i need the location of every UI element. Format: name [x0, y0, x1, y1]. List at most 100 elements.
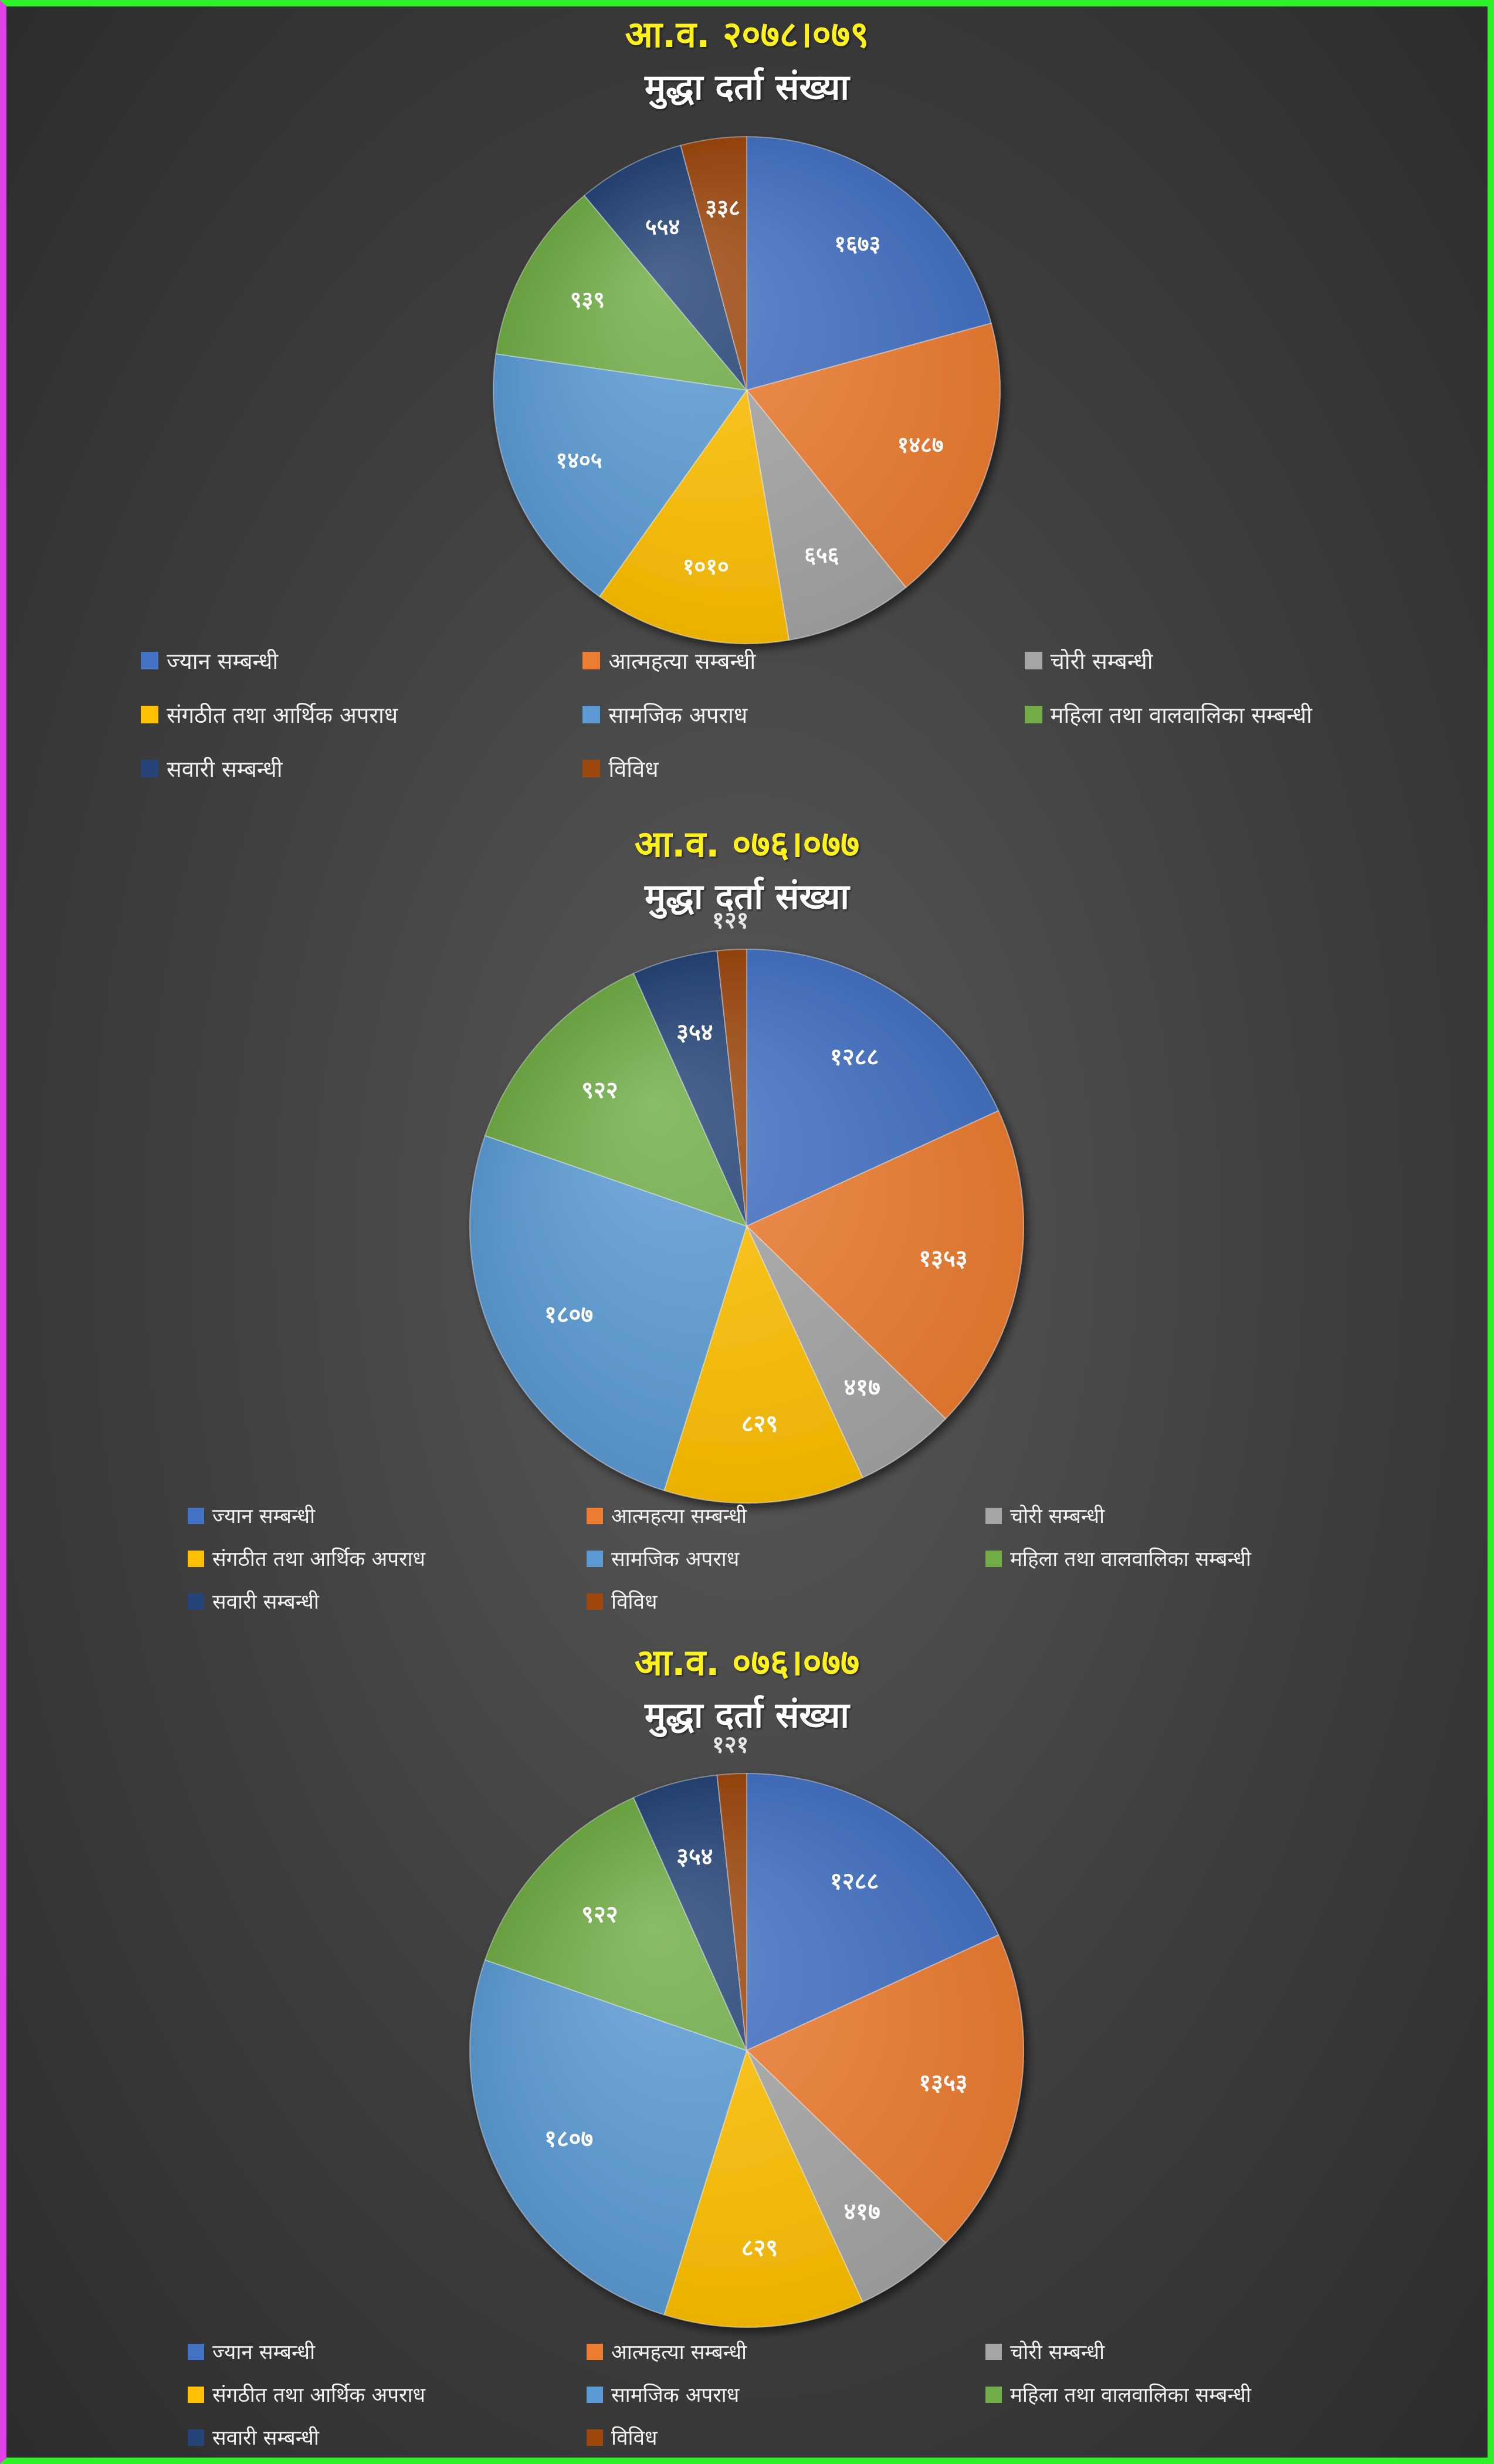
- pie-slice-chori: [746, 1226, 947, 1478]
- legend-label: चोरी सम्बन्धी: [1010, 1505, 1105, 1528]
- slice-value-label: ९२२: [581, 1077, 618, 1104]
- legend-item-sangathit: संगठीत तथा आर्थिक अपराध: [141, 699, 559, 730]
- legend-swatch: [188, 1550, 204, 1567]
- legend-label: सवारी सम्बन्धी: [167, 756, 283, 782]
- legend-item-samajik: सामजिक अपराध: [582, 699, 1001, 730]
- slice-value-label: १३५३: [919, 2069, 967, 2096]
- chart-panel-2078-079: आ.व. २०७८।०७९ मुद्धा दर्ता संख्या १६७३ १४…: [12, 9, 1482, 792]
- legend-swatch: [582, 760, 601, 777]
- pie-slice-samajik: [469, 1959, 748, 2316]
- chart-title: आ.व. २०७८।०७९: [625, 13, 869, 56]
- legend-swatch: [188, 2343, 204, 2360]
- slice-value-label: १६७३: [834, 231, 880, 256]
- legend-item-vividh: विविध: [587, 1588, 962, 1615]
- pie-slice-mahila: [484, 972, 748, 1227]
- chart-title: आ.व. ०७६।०७७: [634, 823, 860, 865]
- slice-value-label: ४१७: [843, 2198, 880, 2225]
- slice-value-label: ५५४: [645, 214, 680, 240]
- slice-value-label: १२१: [712, 1731, 748, 1758]
- slice-value-label: ३५४: [676, 1843, 713, 1870]
- slice-value-label: १८०७: [544, 2125, 593, 2152]
- legend-label: सामजिक अपराध: [611, 1548, 740, 1571]
- legend-swatch: [587, 2386, 603, 2403]
- legend-swatch: [587, 1507, 603, 1524]
- legend-item-mahila: महिला तथा वालवालिका सम्बन्धी: [985, 2381, 1361, 2408]
- slice-value-label: ९३९: [570, 287, 605, 313]
- legend-swatch: [188, 2386, 204, 2403]
- chart-legend: ज्यान सम्बन्धी आत्महत्या सम्बन्धी चोरी सम्…: [188, 1502, 1361, 1615]
- slice-value-label: ८२९: [741, 2235, 778, 2262]
- legend-item-sawari: सवारी सम्बन्धी: [141, 753, 559, 784]
- legend-swatch: [188, 1507, 204, 1524]
- legend-item-sangathit: संगठीत तथा आर्थिक अपराध: [188, 1545, 563, 1572]
- slice-value-label: १४०५: [555, 448, 602, 473]
- slice-value-label: ८२९: [741, 1410, 778, 1437]
- slice-value-label: ९२२: [581, 1901, 618, 1928]
- pie-slice-samajik: [469, 1135, 748, 1491]
- pie-slice-sawari: [632, 950, 747, 1227]
- legend-label: सवारी सम्बन्धी: [212, 2426, 319, 2450]
- legend-item-vividh: विविध: [587, 2424, 962, 2451]
- legend-label: विविध: [611, 2426, 658, 2450]
- pie-slice-atmahatya: [746, 322, 1001, 588]
- legend-label: सामजिक अपराध: [611, 2384, 740, 2407]
- chart-subtitle: मुद्धा दर्ता संख्या: [645, 1695, 849, 1736]
- chart-panel-076-077-copy: आ.व. ०७६।०७७ मुद्धा दर्ता संख्या १२८८ १३५…: [12, 1637, 1482, 2452]
- legend-item-jyan: ज्यान सम्बन्धी: [188, 1502, 563, 1529]
- slice-value-label: ४१७: [843, 1374, 880, 1401]
- chart-title: आ.व. ०७६।०७७: [634, 1641, 860, 1684]
- pie-slice-jyan: [746, 1772, 1000, 2052]
- pie-slice-atmahatya: [746, 1934, 1024, 2244]
- pie-slice-vividh: [716, 948, 747, 1227]
- chart-legend: ज्यान सम्बन्धी आत्महत्या सम्बन्धी चोरी सम्…: [141, 645, 1443, 784]
- legend-item-chori: चोरी सम्बन्धी: [1024, 645, 1443, 676]
- pie-slice-vividh: [716, 1772, 747, 2051]
- chart-panel-076-077: आ.व. ०७६।०७७ मुद्धा दर्ता संख्या १२८८ १३५…: [12, 818, 1482, 1614]
- slice-value-label: ३५४: [676, 1019, 713, 1046]
- slice-value-label: १८०७: [544, 1301, 593, 1328]
- legend-label: ज्यान सम्बन्धी: [167, 648, 279, 674]
- legend-swatch: [582, 706, 601, 723]
- pie-slice-mahila: [495, 194, 748, 391]
- legend-item-vividh: विविध: [582, 753, 1001, 784]
- legend-label: महिला तथा वालवालिका सम्बन्धी: [1010, 1548, 1251, 1571]
- legend-swatch: [582, 652, 601, 669]
- legend-swatch: [587, 2429, 603, 2446]
- pie-slice-vividh: [680, 136, 747, 391]
- legend-label: सवारी सम्बन्धी: [212, 1590, 319, 1614]
- legend-label: आत्महत्या सम्बन्धी: [611, 1505, 747, 1528]
- pie-slice-mahila: [484, 1796, 748, 2052]
- pie-slice-chori: [746, 388, 907, 641]
- slice-value-label: ६५६: [804, 542, 839, 568]
- slice-value-label: १२८८: [830, 1044, 879, 1071]
- legend-label: चोरी सम्बन्धी: [1010, 2341, 1105, 2364]
- legend-item-samajik: सामजिक अपराध: [587, 1545, 962, 1572]
- pie-slice-sangathit: [663, 2049, 863, 2328]
- legend-item-mahila: महिला तथा वालवालिका सम्बन्धी: [1024, 699, 1443, 730]
- slice-value-label: ३३८: [706, 195, 740, 221]
- legend-swatch: [985, 1507, 1002, 1524]
- legend-item-chori: चोरी सम्बन्धी: [985, 2338, 1361, 2365]
- pie-chart: १६७३ १४८७ ६५६ १०१० १४०५ ९३९ ५५४ ३३८: [493, 136, 1001, 644]
- legend-item-atmahatya: आत्महत्या सम्बन्धी: [582, 645, 1001, 676]
- legend-item-atmahatya: आत्महत्या सम्बन्धी: [587, 2338, 962, 2365]
- legend-swatch: [141, 760, 158, 777]
- legend-item-sangathit: संगठीत तथा आर्थिक अपराध: [188, 2381, 563, 2408]
- legend-swatch: [188, 1593, 204, 1610]
- legend-swatch: [985, 2343, 1002, 2360]
- chart-legend: ज्यान सम्बन्धी आत्महत्या सम्बन्धी चोरी सम्…: [188, 2338, 1361, 2451]
- legend-label: विविध: [608, 756, 659, 782]
- legend-swatch: [1024, 652, 1042, 669]
- legend-item-mahila: महिला तथा वालवालिका सम्बन्धी: [985, 1545, 1361, 1572]
- legend-item-atmahatya: आत्महत्या सम्बन्धी: [587, 1502, 962, 1529]
- legend-label: संगठीत तथा आर्थिक अपराध: [212, 1548, 426, 1571]
- pie-slice-jyan: [746, 948, 1000, 1227]
- legend-item-samajik: सामजिक अपराध: [587, 2381, 962, 2408]
- legend-swatch: [587, 2343, 603, 2360]
- legend-label: विविध: [611, 1590, 658, 1614]
- slice-value-label: १४८७: [897, 432, 943, 458]
- legend-item-chori: चोरी सम्बन्धी: [985, 1502, 1361, 1529]
- legend-label: आत्महत्या सम्बन्धी: [611, 2341, 747, 2364]
- pie-slice-jyan: [746, 136, 992, 391]
- chart-subtitle: मुद्धा दर्ता संख्या: [645, 876, 849, 918]
